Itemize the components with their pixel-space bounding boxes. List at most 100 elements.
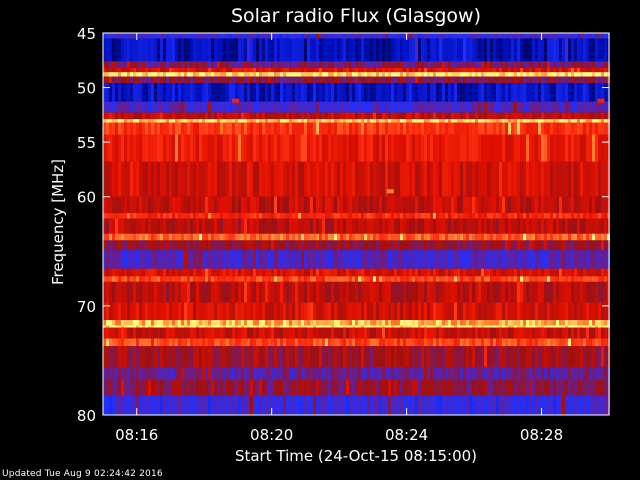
spectrogram-cell <box>526 213 529 219</box>
spectrogram-cell <box>484 33 487 39</box>
spectrogram-cell <box>574 67 577 73</box>
spectrogram-cell <box>469 67 472 73</box>
spectrogram-cell <box>355 302 358 321</box>
spectrogram-cell <box>253 112 256 120</box>
spectrogram-cell <box>325 134 328 162</box>
spectrogram-cell <box>118 325 121 328</box>
spectrogram-cell <box>412 38 415 62</box>
spectrogram-cell <box>118 112 121 120</box>
spectrogram-cell <box>199 119 202 123</box>
spectrogram-cell <box>382 101 385 113</box>
spectrogram-cell <box>244 250 247 269</box>
spectrogram-cell <box>172 250 175 269</box>
spectrogram-cell <box>364 218 367 234</box>
spectrogram-cell <box>562 196 565 214</box>
spectrogram-cell <box>184 161 187 197</box>
spectrogram-cell <box>565 76 568 84</box>
spectrogram-cell <box>169 327 172 339</box>
spectrogram-cell <box>586 38 589 62</box>
spectrogram-cell <box>163 233 166 241</box>
spectrogram-cell <box>208 268 211 277</box>
spectrogram-cell <box>121 218 124 234</box>
spectrogram-cell <box>265 61 268 68</box>
spectrogram-cell <box>397 338 400 347</box>
spectrogram-cell <box>502 134 505 162</box>
spectrogram-cell <box>349 240 352 251</box>
spectrogram-cell <box>367 101 370 113</box>
spectrogram-cell <box>505 161 508 197</box>
spectrogram-cell <box>184 83 187 102</box>
spectrogram-cell <box>310 38 313 62</box>
spectrogram-cell <box>598 346 601 367</box>
spectrogram-cell <box>409 320 412 326</box>
spectrogram-cell <box>253 346 256 367</box>
spectrogram-cell <box>397 250 400 269</box>
spectrogram-cell <box>343 338 346 347</box>
spectrogram-cell <box>523 233 526 241</box>
spectrogram-cell <box>235 83 238 102</box>
spectrogram-cell <box>109 302 112 321</box>
spectrogram-cell <box>505 67 508 73</box>
spectrogram-cell <box>190 240 193 251</box>
spectrogram-cell <box>574 233 577 241</box>
spectrogram-cell <box>208 83 211 102</box>
spectrogram-cell <box>289 83 292 102</box>
spectrogram-cell <box>517 346 520 367</box>
spectrogram-cell <box>211 233 214 241</box>
spectrogram-cell <box>355 119 358 123</box>
spectrogram-cell <box>136 122 139 135</box>
spectrogram-cell <box>157 112 160 120</box>
spectrogram-cell <box>433 213 436 219</box>
spectrogram-cell <box>202 161 205 197</box>
spectrogram-cell <box>175 134 178 162</box>
spectrogram-cell <box>466 327 469 339</box>
spectrogram-cell <box>538 72 541 77</box>
spectrogram-cell <box>547 67 550 73</box>
spectrogram-cell <box>406 268 409 277</box>
spectrogram-cell <box>487 276 490 282</box>
spectrogram-cell <box>133 134 136 162</box>
spectrogram-cell <box>307 196 310 214</box>
spectrogram-cell <box>223 134 226 162</box>
spectrogram-cell <box>388 119 391 123</box>
spectrogram-cell <box>478 161 481 197</box>
spectrogram-cell <box>238 281 241 303</box>
spectrogram-cell <box>139 112 142 120</box>
spectrogram-cell <box>151 250 154 269</box>
spectrogram-cell <box>505 72 508 77</box>
spectrogram-cell <box>505 346 508 367</box>
spectrogram-cell <box>577 268 580 277</box>
spectrogram-cell <box>373 276 376 282</box>
spectrogram-cell <box>199 213 202 219</box>
spectrogram-cell <box>364 38 367 62</box>
spectrogram-cell <box>526 276 529 282</box>
spectrogram-cell <box>409 38 412 62</box>
spectrogram-cell <box>502 276 505 282</box>
spectrogram-cell <box>271 38 274 62</box>
spectrogram-cell <box>490 61 493 68</box>
spectrogram-cell <box>514 325 517 328</box>
spectrogram-cell <box>148 327 151 339</box>
spectrogram-cell <box>496 302 499 321</box>
spectrogram-cell <box>583 240 586 251</box>
spectrogram-cell <box>568 83 571 102</box>
spectrogram-cell <box>277 196 280 214</box>
spectrogram-cell <box>295 72 298 77</box>
spectrogram-cell <box>331 72 334 77</box>
spectrogram-cell <box>535 325 538 328</box>
spectrogram-cell <box>592 233 595 241</box>
spectrogram-cell <box>511 61 514 68</box>
spectrogram-cell <box>382 320 385 326</box>
spectrogram-cell <box>451 218 454 234</box>
spectrogram-cell <box>277 233 280 241</box>
spectrogram-cell <box>397 281 400 303</box>
spectrogram-cell <box>181 67 184 73</box>
spectrogram-cell <box>322 196 325 214</box>
spectrogram-cell <box>202 33 205 39</box>
spectrogram-cell <box>475 366 478 381</box>
spectrogram-cell <box>448 83 451 102</box>
spectrogram-cell <box>337 38 340 62</box>
spectrogram-cell <box>178 161 181 197</box>
spectrogram-cell <box>565 268 568 277</box>
spectrogram-cell <box>289 218 292 234</box>
